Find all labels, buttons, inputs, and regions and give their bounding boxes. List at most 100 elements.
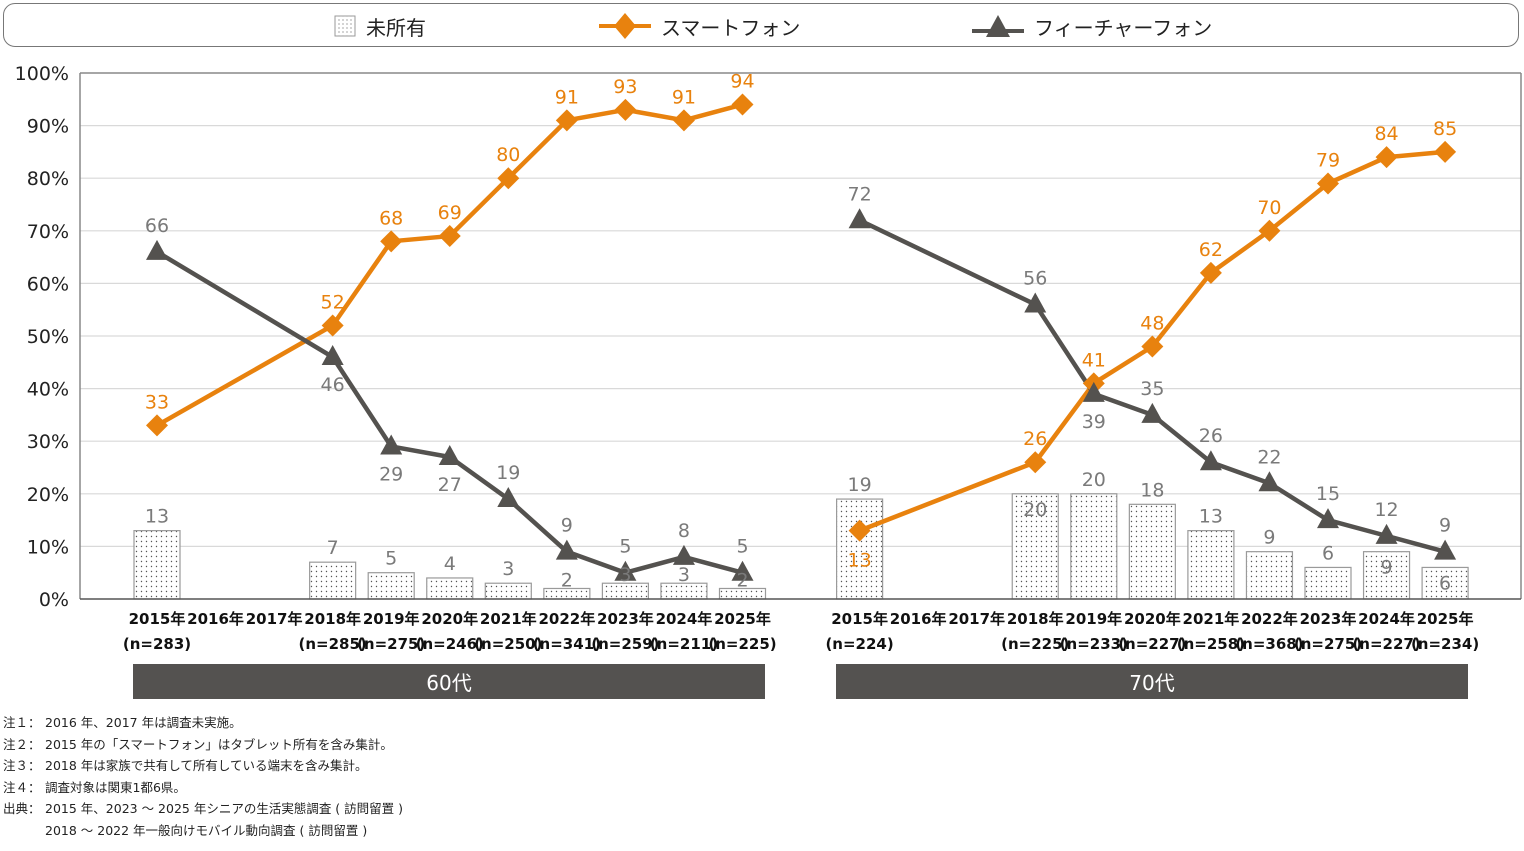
marker-featurephone [1258, 471, 1281, 492]
data-label-smartphone: 80 [496, 144, 520, 166]
data-label-smartphone: 85 [1433, 118, 1457, 140]
footnote: 注１： 2016 年、2017 年は調査未実施。 [3, 712, 403, 734]
x-tick-n-label: (n=227) [1352, 635, 1420, 653]
legend-label: 未所有 [366, 15, 426, 40]
footnote-text: 2015 年の「スマートフォン」はタブレット所有を含み集計。 [45, 736, 393, 752]
x-tick-label: 2021年 [480, 610, 537, 628]
x-tick-label: 2024年 [1358, 610, 1415, 628]
data-label-not-owned: 13 [145, 506, 169, 528]
footnote-text: 2015 年、2023 ～ 2025 年シニアの生活実態調査 ( 訪問留置 ) [45, 801, 404, 816]
marker-smartphone [1317, 172, 1339, 195]
bar-not-owned [309, 561, 357, 600]
marker-smartphone [497, 167, 520, 190]
marker-featurephone [672, 544, 695, 565]
marker-featurephone [1317, 508, 1339, 529]
y-tick-label: 50% [27, 326, 69, 348]
x-tick-n-label: (n=250) [474, 635, 542, 653]
x-tick-label: 2015年 [129, 610, 186, 628]
legend-item-featurephone: フィーチャーフォン [972, 4, 1212, 48]
dark-triangle-line-icon [972, 15, 1024, 37]
bar-not-owned [1070, 493, 1118, 600]
data-label-not-owned: 6 [1439, 572, 1451, 594]
data-label-smartphone: 70 [1257, 197, 1281, 219]
x-tick-label: 2019年 [363, 610, 420, 628]
bar-not-owned [1304, 566, 1352, 600]
panel-label-70s: 70代 [836, 664, 1468, 699]
footnote-text: 調査対象は関東1都6県。 [45, 779, 186, 795]
data-label-not-owned: 7 [327, 537, 339, 559]
x-tick-label: 2024年 [656, 610, 713, 628]
marker-featurephone [380, 434, 403, 455]
legend-label: スマートフォン [661, 15, 801, 40]
x-tick-label: 2022年 [1241, 610, 1298, 628]
marker-smartphone [380, 230, 403, 253]
footnote-key: 注１： [3, 715, 41, 730]
data-label-smartphone: 91 [555, 86, 579, 108]
data-label-featurephone: 29 [379, 463, 403, 485]
bar-not-owned [1421, 566, 1469, 600]
x-tick-label: 2020年 [421, 610, 478, 628]
marker-smartphone [321, 314, 344, 337]
data-label-not-owned: 19 [848, 474, 872, 496]
panel-label-text: 60代 [426, 671, 472, 695]
marker-featurephone [146, 239, 168, 260]
bar-not-owned [1362, 551, 1411, 600]
marker-featurephone [1375, 523, 1398, 544]
x-tick-label: 2025年 [1417, 610, 1474, 628]
marker-featurephone [614, 560, 637, 581]
x-tick-n-label: (n=258) [1177, 635, 1245, 653]
x-tick-n-label: (n=233) [1060, 635, 1128, 653]
series-lines [155, 102, 1446, 575]
marker-featurephone [438, 444, 461, 465]
footnote: 注３： 2018 年は家族で共有して所有している端末を含み集計。 [3, 755, 403, 777]
data-label-featurephone: 72 [848, 183, 872, 205]
data-label-featurephone: 5 [736, 536, 748, 558]
x-tick-label: 2016年 [187, 610, 244, 628]
data-label-featurephone: 46 [321, 374, 345, 396]
data-label-featurephone: 9 [561, 515, 573, 537]
x-tick-n-label: (n=285) [299, 635, 367, 653]
data-label-not-owned: 18 [1140, 479, 1164, 501]
series-markers [146, 93, 1457, 581]
legend-label: フィーチャーフォン [1034, 15, 1213, 40]
footnote-key: 出典： [3, 801, 41, 816]
x-tick-label: 2016年 [890, 610, 947, 628]
data-label-featurephone: 56 [1023, 267, 1047, 289]
data-label-smartphone: 13 [848, 550, 872, 572]
x-tick-n-label: (n=246) [416, 635, 484, 653]
data-label-smartphone: 94 [730, 71, 754, 93]
chart-plot: 0% 10% 20% 30% 40% 50% 60% 70% 80% 90% 100% 13 7 5 4 3… [15, 63, 1522, 653]
data-label-smartphone: 69 [438, 202, 462, 224]
marker-smartphone [672, 109, 695, 132]
x-tick-label: 2019年 [1065, 610, 1122, 628]
y-tick-label: 30% [27, 431, 69, 453]
legend-item-smartphone: スマートフォン [599, 4, 800, 48]
data-label-not-owned: 9 [1263, 527, 1275, 549]
data-label-smartphone: 62 [1199, 239, 1223, 261]
marker-smartphone [848, 519, 871, 542]
marker-featurephone [1199, 450, 1222, 471]
data-label-not-owned: 20 [1082, 469, 1106, 491]
x-tick-label: 2017年 [246, 610, 303, 628]
data-label-featurephone: 8 [678, 520, 690, 542]
bars-not-owned [133, 493, 1469, 600]
data-label-not-owned: 2 [736, 569, 748, 591]
bar-not-owned [133, 530, 181, 600]
data-label-not-owned: 9 [1381, 557, 1393, 579]
y-tick-label: 100% [15, 63, 69, 85]
x-tick-n-label: (n=341) [533, 635, 601, 653]
x-tick-n-label: (n=225) [708, 635, 776, 653]
data-label-featurephone: 5 [619, 536, 631, 558]
dotted-box-icon [334, 15, 356, 37]
x-tick-label: 2020年 [1124, 610, 1181, 628]
data-label-featurephone: 15 [1316, 483, 1340, 505]
x-tick-n-label: (n=227) [1118, 635, 1186, 653]
marker-smartphone [555, 109, 578, 132]
y-tick-label: 10% [27, 536, 69, 558]
y-axis-ticks: 0% 10% 20% 30% 40% 50% 60% 70% 80% 90% 100% [15, 63, 69, 611]
marker-smartphone [1434, 140, 1457, 163]
data-label-smartphone: 33 [145, 391, 169, 413]
source-note: 2018 ～ 2022 年一般向けモバイル動向調査 ( 訪問留置 ) [3, 820, 403, 842]
x-tick-n-label: (n=211) [650, 635, 718, 653]
data-label-not-owned: 3 [619, 564, 631, 586]
